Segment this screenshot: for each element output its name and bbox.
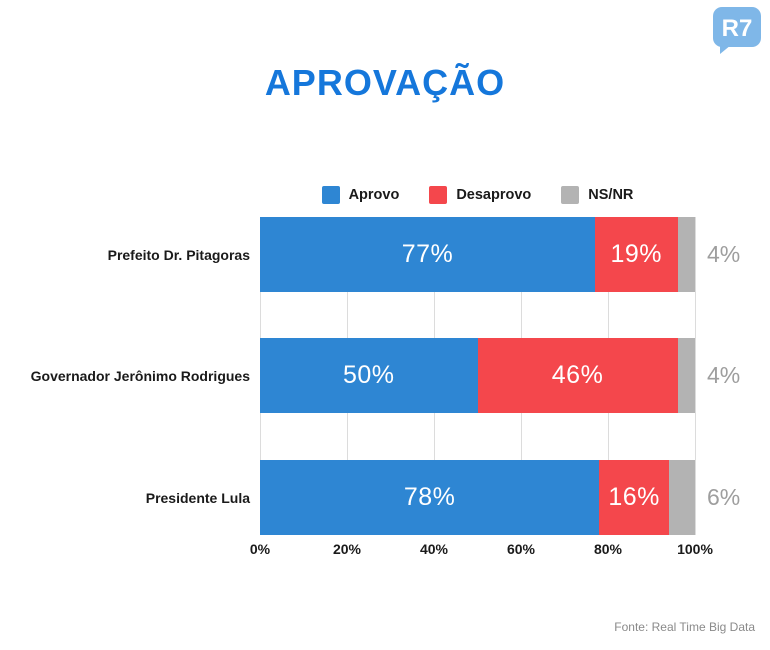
- chart-row-pitagoras: Prefeito Dr. Pitagoras 77% 19% 4%: [108, 217, 740, 292]
- r7-logo-bubble: [713, 7, 761, 47]
- bar-value-label: 77%: [401, 240, 454, 268]
- legend-swatch-desaprovo: [429, 186, 448, 204]
- nsnr-value-label: 6%: [707, 484, 741, 510]
- bar-segment-aprovo: 78%: [260, 460, 600, 535]
- x-tick: 80%: [593, 541, 623, 557]
- bar-segment-desaprovo: 46%: [477, 338, 678, 413]
- source-credit: Fonte: Real Time Big Data: [614, 620, 755, 634]
- bar-value-label: 50%: [342, 361, 395, 389]
- gridline: [695, 217, 696, 535]
- nsnr-value-label: 4%: [707, 362, 741, 388]
- x-tick: 20%: [332, 541, 362, 557]
- bar-segment-nsnr: [668, 460, 695, 535]
- r7-logo: R7: [713, 7, 761, 54]
- bar-segment-desaprovo: 16%: [599, 460, 669, 535]
- bar-value-label: 19%: [610, 240, 663, 268]
- bar-value-label: 78%: [403, 483, 456, 511]
- legend-label: Aprovo: [348, 187, 400, 203]
- page-title: APROVAÇÃO: [264, 62, 506, 103]
- chart-row-lula: Presidente Lula 78% 16% 6%: [146, 460, 740, 535]
- legend-swatch-aprovo: [321, 186, 340, 204]
- legend-swatch-nsnr: [561, 186, 580, 204]
- plot-area: Prefeito Dr. Pitagoras 77% 19% 4% Govern…: [31, 217, 740, 535]
- bar-segment-aprovo: 50%: [260, 338, 478, 413]
- x-tick: 0%: [249, 541, 271, 557]
- bar-segment-nsnr: [677, 338, 695, 413]
- nsnr-value-label: 4%: [707, 241, 741, 267]
- x-tick: 40%: [419, 541, 449, 557]
- r7-logo-text: R7: [722, 15, 753, 42]
- legend-item-aprovo: Aprovo: [321, 186, 400, 204]
- chart-row-jeronimo: Governador Jerônimo Rodrigues 50% 46% 4%: [31, 338, 740, 413]
- legend-label: Desaprovo: [456, 187, 532, 203]
- category-label: Governador Jerônimo Rodrigues: [30, 367, 250, 384]
- bar-value-label: 46%: [551, 361, 604, 389]
- x-tick: 100%: [677, 541, 713, 557]
- x-axis: 0% 20% 40% 60% 80% 100%: [250, 541, 713, 561]
- legend: Aprovo Desaprovo NS/NR: [260, 184, 695, 206]
- bar-segment-aprovo: 77%: [260, 217, 595, 292]
- legend-label: NS/NR: [588, 187, 634, 203]
- r7-logo-tail: [720, 45, 731, 54]
- category-label: Presidente Lula: [145, 489, 250, 506]
- bar-segment-nsnr: [677, 217, 695, 292]
- legend-item-nsnr: NS/NR: [561, 186, 633, 204]
- legend-item-desaprovo: Desaprovo: [429, 186, 531, 204]
- bar-segment-desaprovo: 19%: [594, 217, 678, 292]
- x-tick: 60%: [506, 541, 536, 557]
- bar-value-label: 16%: [608, 483, 660, 511]
- category-label: Prefeito Dr. Pitagoras: [107, 246, 250, 263]
